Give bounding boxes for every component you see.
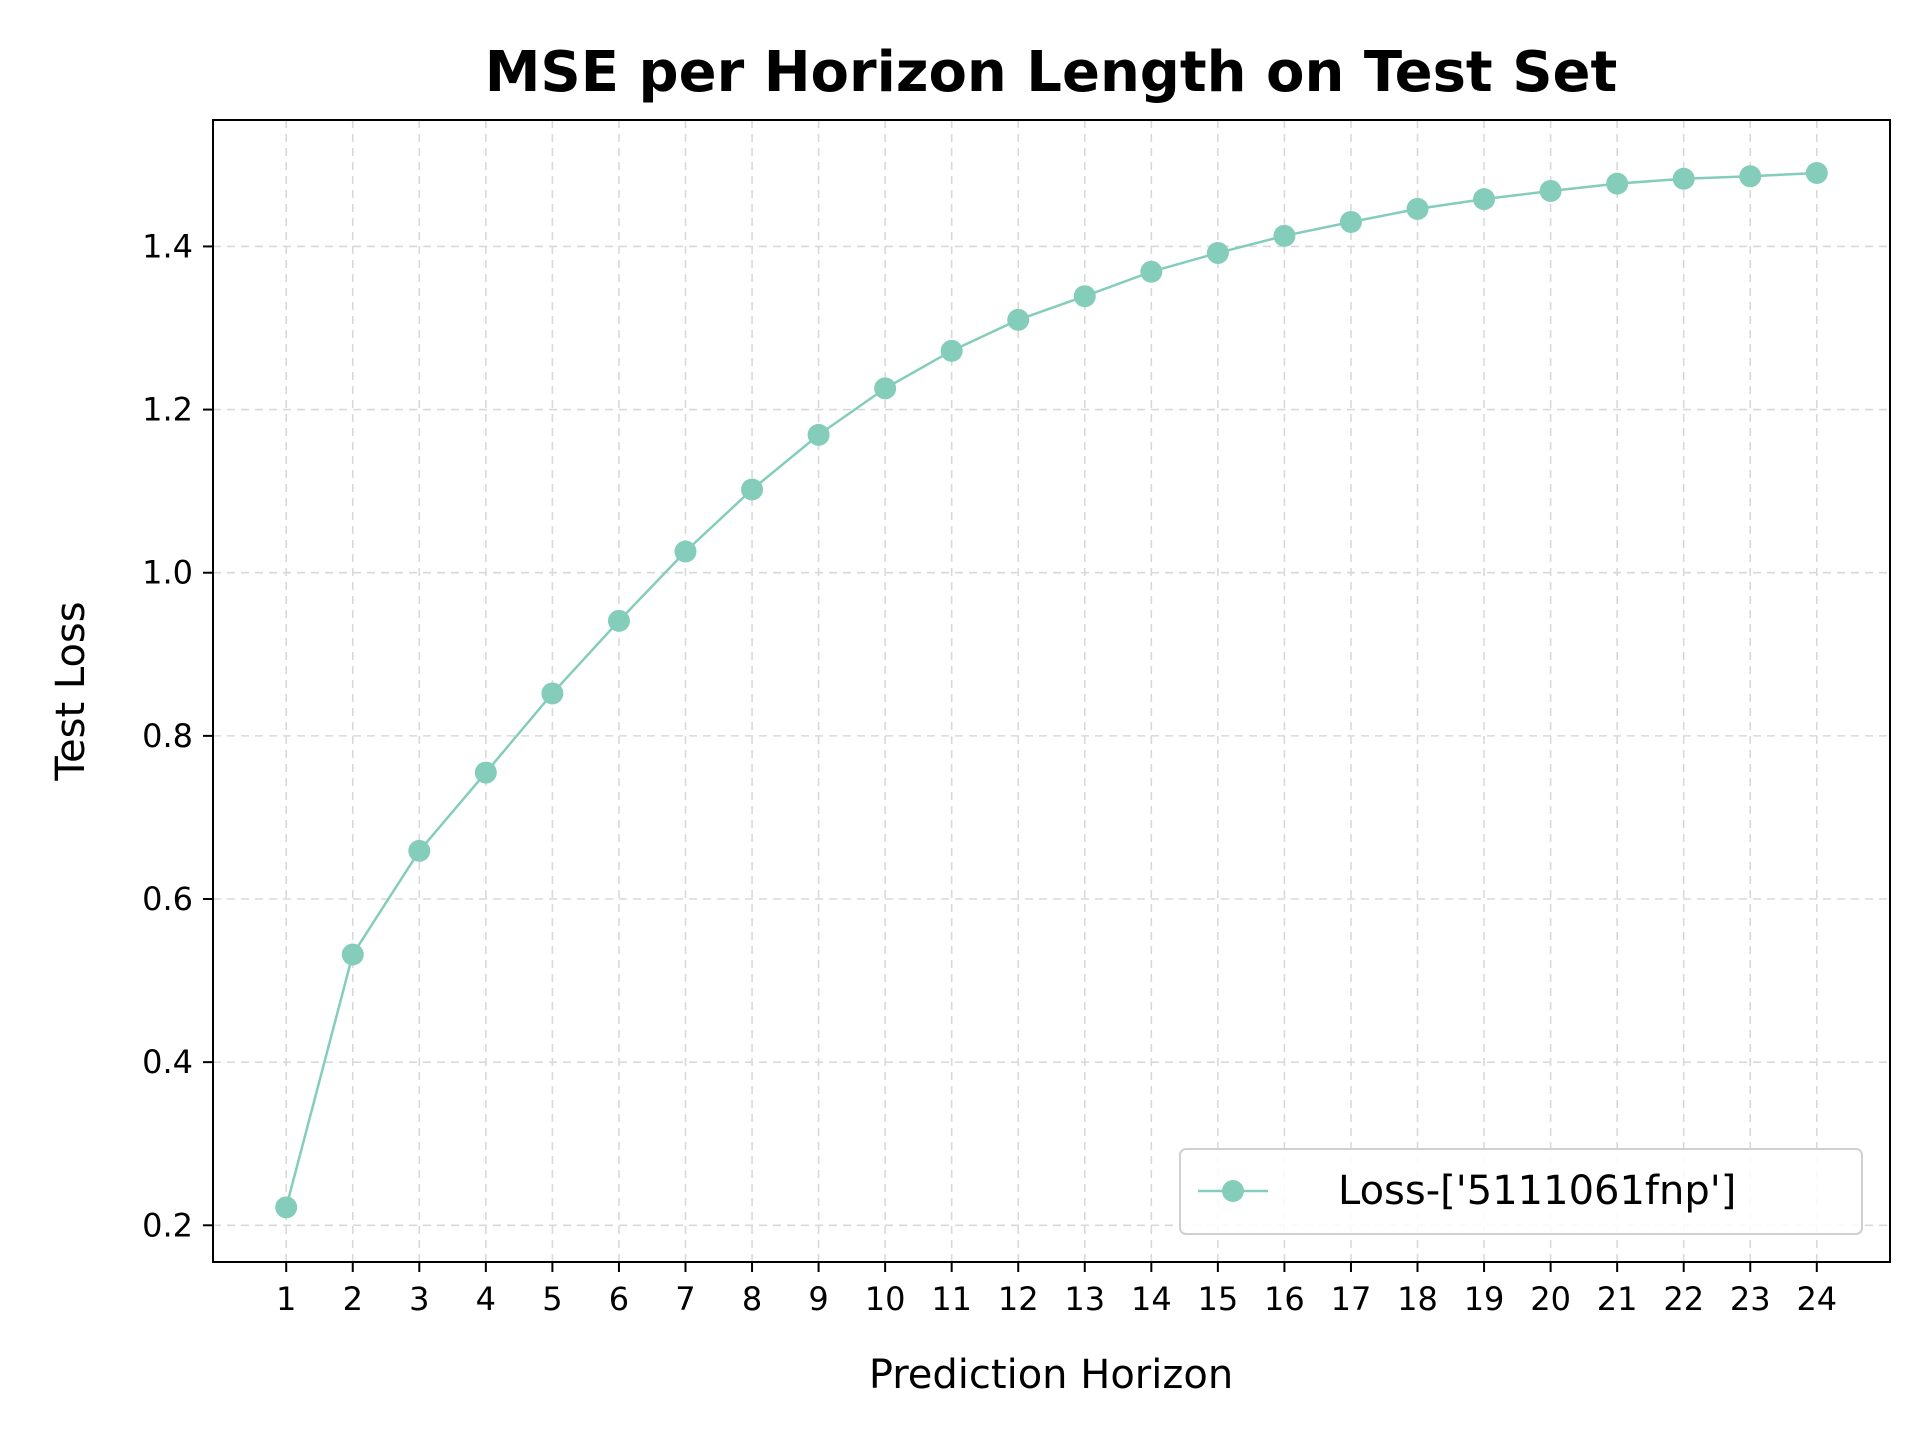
data-point — [1339, 210, 1362, 233]
legend: Loss-['5111061fnp'] — [1179, 1148, 1863, 1235]
data-point — [341, 943, 364, 966]
series-line — [284, 171, 1817, 1208]
data-point — [1073, 285, 1096, 308]
data-point — [807, 423, 830, 446]
y-axis: 0.2 0.4 0.6 0.8 1.0 1.2 1.4 — [142, 227, 213, 1244]
data-point — [474, 761, 497, 784]
data-point — [408, 839, 431, 862]
x-tick-label: 19 — [1464, 1280, 1505, 1318]
x-tick-label: 5 — [542, 1280, 562, 1318]
chart-title: MSE per Horizon Length on Test Set — [485, 40, 1618, 105]
data-point — [741, 478, 764, 501]
y-axis-label: Test Loss — [48, 601, 94, 781]
data-point — [1406, 197, 1429, 220]
x-axis: 1 2 3 4 5 6 7 8 9 10 11 12 13 14 15 16 17 18 19 20 21 22 23 24 — [276, 1262, 1837, 1318]
y-tick-label: 1.2 — [142, 391, 193, 429]
y-tick-label: 0.2 — [142, 1206, 193, 1244]
x-tick-label: 23 — [1730, 1280, 1771, 1318]
x-tick-label: 17 — [1331, 1280, 1372, 1318]
x-tick-label: 21 — [1597, 1280, 1638, 1318]
data-point — [1606, 172, 1629, 195]
data-point — [874, 377, 897, 400]
x-tick-label: 14 — [1131, 1280, 1172, 1318]
data-point — [1007, 308, 1030, 331]
x-tick-label: 13 — [1064, 1280, 1105, 1318]
x-tick-label: 8 — [742, 1280, 762, 1318]
data-point — [1273, 224, 1296, 247]
data-point — [1805, 162, 1828, 185]
x-tick-label: 11 — [931, 1280, 972, 1318]
x-tick-label: 18 — [1397, 1280, 1438, 1318]
x-tick-label: 1 — [276, 1280, 296, 1318]
legend-box — [1179, 1148, 1863, 1235]
x-tick-label: 16 — [1264, 1280, 1305, 1318]
legend-entry-label: Loss-['5111061fnp'] — [1338, 1168, 1736, 1214]
x-tick-label: 10 — [865, 1280, 906, 1318]
data-point — [541, 682, 564, 705]
y-tick-label: 1.0 — [142, 554, 193, 592]
data-point — [1672, 167, 1695, 190]
x-tick-label: 9 — [808, 1280, 828, 1318]
x-tick-label: 7 — [675, 1280, 695, 1318]
y-tick-label: 0.8 — [142, 717, 193, 755]
x-tick-label: 4 — [476, 1280, 496, 1318]
data-point — [674, 540, 697, 563]
x-tick-label: 20 — [1530, 1280, 1571, 1318]
data-point — [1739, 165, 1762, 188]
data-point — [607, 609, 630, 632]
x-tick-label: 6 — [609, 1280, 629, 1318]
x-tick-label: 12 — [998, 1280, 1039, 1318]
data-point — [1539, 179, 1562, 202]
x-tick-label: 24 — [1796, 1280, 1837, 1318]
data-point — [1140, 260, 1163, 283]
x-tick-label: 3 — [409, 1280, 429, 1318]
x-axis-label: Prediction Horizon — [869, 1352, 1233, 1398]
x-tick-label: 2 — [343, 1280, 363, 1318]
data-point — [1473, 188, 1496, 211]
data-point — [940, 339, 963, 362]
x-tick-label: 22 — [1663, 1280, 1704, 1318]
series-layer — [275, 162, 1828, 1219]
data-point — [1206, 241, 1229, 264]
y-tick-label: 0.6 — [142, 880, 193, 918]
data-point — [275, 1196, 298, 1219]
plot-frame — [212, 119, 1891, 1263]
legend-point-marker — [1222, 1180, 1244, 1202]
x-tick-label: 15 — [1198, 1280, 1239, 1318]
y-tick-label: 0.4 — [142, 1043, 193, 1081]
y-tick-label: 1.4 — [142, 227, 193, 265]
